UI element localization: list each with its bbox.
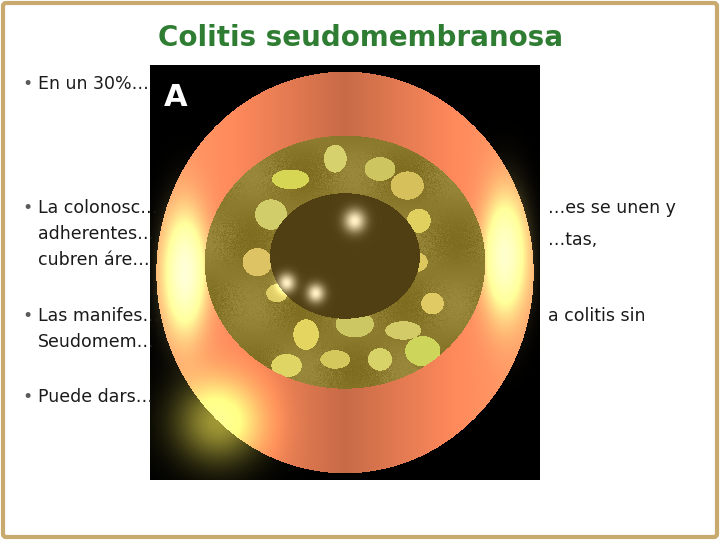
- Text: A: A: [164, 83, 188, 111]
- Text: La colonosc…: La colonosc…: [38, 199, 158, 217]
- Text: Seudomem…: Seudomem…: [38, 333, 155, 351]
- Text: Puede dars…: Puede dars…: [38, 388, 153, 406]
- Text: •: •: [22, 388, 32, 406]
- Text: adherentes…: adherentes…: [38, 225, 154, 243]
- Text: …tas,: …tas,: [548, 231, 598, 249]
- Text: …es se unen y: …es se unen y: [548, 199, 676, 217]
- Text: cubren áre…: cubren áre…: [38, 251, 150, 269]
- Text: Las manifes…: Las manifes…: [38, 307, 160, 325]
- Text: •: •: [22, 199, 32, 217]
- Text: •: •: [22, 75, 32, 93]
- Text: •: •: [22, 307, 32, 325]
- Text: En un 30%…: En un 30%…: [38, 75, 149, 93]
- FancyBboxPatch shape: [3, 3, 717, 537]
- Text: a colitis sin: a colitis sin: [548, 307, 646, 325]
- Text: Colitis seudomembranosa: Colitis seudomembranosa: [158, 24, 562, 52]
